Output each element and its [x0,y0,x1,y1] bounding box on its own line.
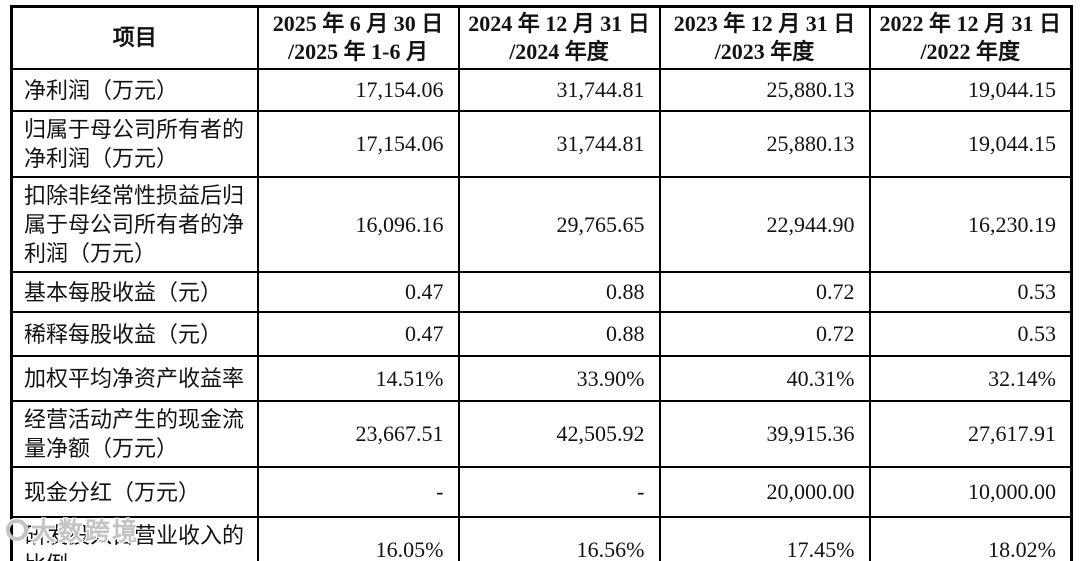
value-cell: 20,000.00 [658,466,871,518]
row-label: 加权平均净资产收益率 [10,355,259,402]
row-label: 研发投入占营业收入的比例 [10,516,259,561]
table-row-deducted-net-profit: 扣除非经常性损益后归属于母公司所有者的净利润（万元） 16,096.16 29,… [10,176,1073,273]
value-cell: 33.90% [457,355,661,402]
header-item-label: 项目 [112,25,157,50]
value-cell: 0.53 [868,271,1073,313]
value-cell: - [457,466,661,518]
value-cell: 32.14% [868,355,1073,402]
header-period-line2: /2024 年度 [509,39,609,64]
row-label: 稀释每股收益（元） [10,311,259,357]
value-cell: 17.45% [658,516,871,561]
header-cell-period-2024: 2024 年 12 月 31 日 /2024 年度 [457,5,661,70]
value-cell: 29,765.65 [457,176,661,273]
value-cell: 14.51% [256,355,460,402]
header-period-line1: 2025 年 6 月 30 日 [272,11,444,36]
table-row-basic-eps: 基本每股收益（元） 0.47 0.88 0.72 0.53 [10,271,1073,313]
financial-summary-table: 项目 2025 年 6 月 30 日 /2025 年 1-6 月 2024 年 … [10,5,1073,561]
table-row-operating-cash-flow: 经营活动产生的现金流量净额（万元） 23,667.51 42,505.92 39… [10,400,1073,468]
value-cell: 0.88 [457,271,661,313]
value-cell: 19,044.15 [868,110,1073,178]
table-row-net-profit: 净利润（万元） 17,154.06 31,744.81 25,880.13 19… [10,68,1073,112]
value-cell: 10,000.00 [868,466,1073,518]
value-cell: 0.53 [868,311,1073,357]
value-cell: 17,154.06 [256,68,460,112]
header-period-line1: 2024 年 12 月 31 日 [468,11,650,36]
value-cell: 0.47 [256,311,460,357]
header-period-line1: 2023 年 12 月 31 日 [673,11,856,36]
row-label: 现金分红（万元） [10,466,259,518]
value-cell: 16.05% [256,516,460,561]
value-cell: 17,154.06 [256,110,460,178]
value-cell: 16,096.16 [256,176,460,273]
header-cell-period-2025: 2025 年 6 月 30 日 /2025 年 1-6 月 [256,5,460,70]
value-cell: 22,944.90 [658,176,871,273]
header-row: 项目 2025 年 6 月 30 日 /2025 年 1-6 月 2024 年 … [10,5,1073,70]
row-label: 归属于母公司所有者的净利润（万元） [10,110,259,178]
value-cell: 40.31% [658,355,871,402]
value-cell: 23,667.51 [256,400,460,468]
value-cell: 19,044.15 [868,68,1073,112]
row-label: 净利润（万元） [10,68,259,112]
value-cell: 25,880.13 [658,68,871,112]
value-cell: 0.72 [658,311,871,357]
value-cell: 31,744.81 [457,68,661,112]
value-cell: 25,880.13 [658,110,871,178]
table-row-rd-ratio: 研发投入占营业收入的比例 16.05% 16.56% 17.45% 18.02% [10,516,1073,561]
header-cell-period-2022: 2022 年 12 月 31 日 /2022 年度 [868,5,1073,70]
value-cell: 42,505.92 [457,400,661,468]
row-label: 扣除非经常性损益后归属于母公司所有者的净利润（万元） [10,176,259,273]
row-label: 经营活动产生的现金流量净额（万元） [10,400,259,468]
value-cell: 16.56% [457,516,661,561]
value-cell: - [256,466,460,518]
value-cell: 18.02% [868,516,1073,561]
value-cell: 0.47 [256,271,460,313]
header-cell-period-2023: 2023 年 12 月 31 日 /2023 年度 [658,5,871,70]
table-row-parent-net-profit: 归属于母公司所有者的净利润（万元） 17,154.06 31,744.81 25… [10,110,1073,178]
table-row-diluted-eps: 稀释每股收益（元） 0.47 0.88 0.72 0.53 [10,311,1073,357]
value-cell: 16,230.19 [868,176,1073,273]
table-row-weighted-roe: 加权平均净资产收益率 14.51% 33.90% 40.31% 32.14% [10,355,1073,402]
header-period-line2: /2025 年 1-6 月 [288,39,428,64]
value-cell: 39,915.36 [658,400,871,468]
header-period-line2: /2023 年度 [714,39,815,64]
header-cell-item: 项目 [10,5,259,70]
value-cell: 0.88 [457,311,661,357]
value-cell: 27,617.91 [868,400,1073,468]
header-period-line1: 2022 年 12 月 31 日 [879,11,1061,36]
value-cell: 31,744.81 [457,110,661,178]
header-period-line2: /2022 年度 [920,39,1021,64]
value-cell: 0.72 [658,271,871,313]
table-row-cash-dividend: 现金分红（万元） - - 20,000.00 10,000.00 [10,466,1073,518]
row-label: 基本每股收益（元） [10,271,259,313]
